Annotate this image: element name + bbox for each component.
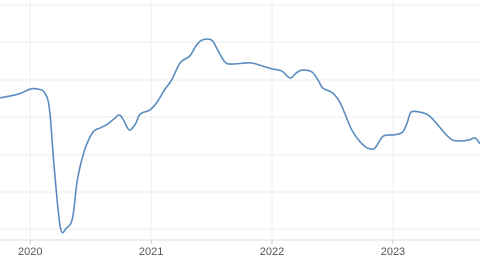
x-tick-label: 2021 [139, 246, 163, 258]
x-tick-label: 2020 [18, 246, 42, 258]
x-tick-label: 2022 [260, 246, 284, 258]
horizontal-grid [0, 4, 480, 230]
x-tick-label: 2023 [381, 246, 405, 258]
line [0, 38, 480, 234]
